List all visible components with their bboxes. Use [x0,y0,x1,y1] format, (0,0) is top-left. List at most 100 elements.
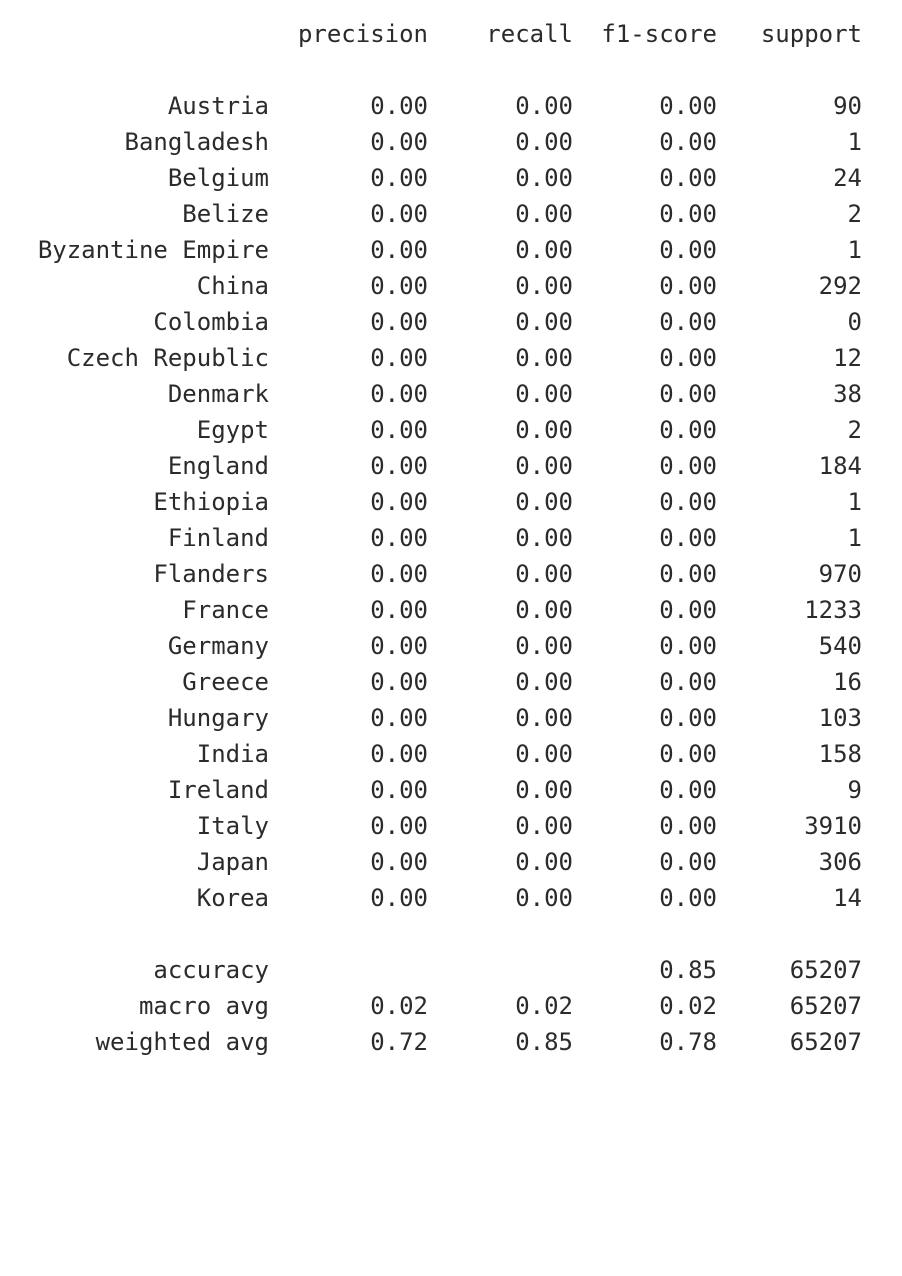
table-row: Greece 0.00 0.00 0.00 16 [0,664,902,700]
row-recall: 0.00 [515,452,573,480]
row-f1-score: 0.00 [659,668,717,696]
row-precision: 0.00 [370,128,428,156]
row-recall: 0.00 [515,488,573,516]
row-support: 24 [833,164,862,192]
row-recall: 0.00 [515,524,573,552]
row-precision: 0.00 [370,560,428,588]
row-support: 306 [818,848,862,876]
row-precision: 0.00 [370,272,428,300]
row-f1-score: 0.02 [659,992,717,1020]
row-f1-score: 0.00 [659,236,717,264]
table-row: Czech Republic 0.00 0.00 0.00 12 [0,340,902,376]
table-row: China 0.00 0.00 0.00 292 [0,268,902,304]
row-f1-score: 0.00 [659,128,717,156]
row-precision: 0.00 [370,416,428,444]
table-row: France 0.00 0.00 0.00 1233 [0,592,902,628]
table-row: India 0.00 0.00 0.00 158 [0,736,902,772]
row-f1-score: 0.00 [659,344,717,372]
row-recall: 0.00 [515,884,573,912]
row-recall: 0.00 [515,200,573,228]
row-recall: 0.00 [515,308,573,336]
row-f1-score: 0.00 [659,524,717,552]
row-precision: 0.00 [370,164,428,192]
row-f1-score: 0.00 [659,740,717,768]
classification-report: precision recall f1-score support Austri… [0,16,902,1056]
row-label: Germany [167,632,269,660]
row-support: 0 [847,308,862,336]
header-f1-score: f1-score [601,20,717,48]
row-precision: 0.72 [370,1028,428,1056]
row-precision: 0.00 [370,704,428,732]
row-recall: 0.00 [515,704,573,732]
row-precision: 0.00 [370,632,428,660]
table-row: England 0.00 0.00 0.00 184 [0,448,902,484]
row-label: Byzantine Empire [37,236,269,264]
row-precision: 0.00 [370,848,428,876]
row-f1-score: 0.00 [659,488,717,516]
table-row: Germany 0.00 0.00 0.00 540 [0,628,902,664]
table-row: Byzantine Empire 0.00 0.00 0.00 1 [0,232,902,268]
row-f1-score: 0.00 [659,560,717,588]
row-label: Bangladesh [124,128,270,156]
table-row: Japan 0.00 0.00 0.00 306 [0,844,902,880]
row-f1-score: 0.00 [659,776,717,804]
header-recall: recall [486,20,573,48]
row-f1-score: 0.00 [659,596,717,624]
table-row: Finland 0.00 0.00 0.00 1 [0,520,902,556]
table-row: Ireland 0.00 0.00 0.00 9 [0,772,902,808]
row-support: 3910 [804,812,862,840]
row-f1-score: 0.00 [659,848,717,876]
row-recall: 0.00 [515,416,573,444]
row-precision: 0.00 [370,92,428,120]
row-f1-score: 0.00 [659,272,717,300]
row-label: macro avg [138,992,269,1020]
row-support: 1 [847,524,862,552]
row-precision: 0.00 [370,344,428,372]
row-support: 90 [833,92,862,120]
row-precision: 0.00 [370,380,428,408]
row-label: Korea [196,884,269,912]
table-row: Belize 0.00 0.00 0.00 2 [0,196,902,232]
row-precision: 0.00 [370,776,428,804]
row-label: Austria [167,92,269,120]
row-label: Finland [167,524,269,552]
table-row: Egypt 0.00 0.00 0.00 2 [0,412,902,448]
row-recall: 0.00 [515,164,573,192]
table-row: Bangladesh 0.00 0.00 0.00 1 [0,124,902,160]
row-f1-score: 0.00 [659,884,717,912]
row-f1-score: 0.00 [659,812,717,840]
row-f1-score: 0.85 [659,956,717,984]
row-support: 38 [833,380,862,408]
row-support: 292 [818,272,862,300]
table-row: Colombia 0.00 0.00 0.00 0 [0,304,902,340]
row-f1-score: 0.00 [659,92,717,120]
row-label: China [196,272,269,300]
table-row: Flanders 0.00 0.00 0.00 970 [0,556,902,592]
table-row: Denmark 0.00 0.00 0.00 38 [0,376,902,412]
row-precision: 0.00 [370,488,428,516]
row-support: 16 [833,668,862,696]
row-support: 2 [847,416,862,444]
row-label: Ethiopia [153,488,269,516]
table-row: Austria 0.00 0.00 0.00 90 [0,88,902,124]
row-support: 9 [847,776,862,804]
row-label: Belgium [167,164,269,192]
row-precision: 0.00 [370,596,428,624]
table-row: Belgium 0.00 0.00 0.00 24 [0,160,902,196]
summary-row-macro-avg: macro avg 0.02 0.02 0.02 65207 [0,988,902,1024]
row-label: Egypt [196,416,269,444]
row-precision: 0.00 [370,812,428,840]
header-row: precision recall f1-score support [0,16,902,52]
row-recall: 0.02 [515,992,573,1020]
row-label: Flanders [153,560,269,588]
row-support: 2 [847,200,862,228]
row-precision: 0.00 [370,308,428,336]
row-support: 1 [847,236,862,264]
row-recall: 0.00 [515,92,573,120]
row-support: 103 [818,704,862,732]
row-label: Colombia [153,308,269,336]
row-label: England [167,452,269,480]
row-label: Belize [182,200,269,228]
row-recall: 0.00 [515,776,573,804]
row-label: weighted avg [95,1028,269,1056]
